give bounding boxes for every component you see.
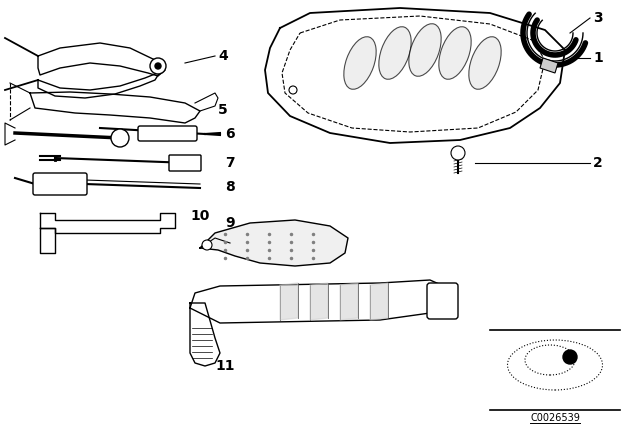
Polygon shape bbox=[524, 37, 534, 41]
Ellipse shape bbox=[469, 37, 501, 89]
Polygon shape bbox=[30, 92, 200, 123]
Polygon shape bbox=[525, 19, 535, 25]
Ellipse shape bbox=[439, 27, 471, 79]
Polygon shape bbox=[190, 303, 220, 366]
Polygon shape bbox=[523, 33, 533, 35]
Text: 3: 3 bbox=[593, 11, 603, 25]
Polygon shape bbox=[541, 53, 548, 63]
Polygon shape bbox=[553, 55, 556, 65]
Polygon shape bbox=[537, 51, 544, 61]
Polygon shape bbox=[540, 52, 546, 62]
Circle shape bbox=[451, 146, 465, 160]
Text: C0026539: C0026539 bbox=[530, 413, 580, 423]
Polygon shape bbox=[566, 51, 574, 60]
Polygon shape bbox=[572, 45, 582, 53]
Polygon shape bbox=[524, 24, 534, 29]
Polygon shape bbox=[570, 48, 579, 57]
Polygon shape bbox=[559, 54, 564, 65]
FancyBboxPatch shape bbox=[427, 283, 458, 319]
Polygon shape bbox=[524, 22, 534, 27]
Polygon shape bbox=[524, 39, 534, 44]
FancyBboxPatch shape bbox=[138, 126, 197, 141]
Polygon shape bbox=[523, 35, 533, 39]
Polygon shape bbox=[568, 49, 576, 59]
Polygon shape bbox=[561, 53, 566, 64]
Polygon shape bbox=[557, 55, 561, 65]
Ellipse shape bbox=[409, 24, 441, 76]
Polygon shape bbox=[340, 283, 358, 320]
Circle shape bbox=[202, 240, 212, 250]
Polygon shape bbox=[573, 43, 583, 51]
Polygon shape bbox=[280, 283, 298, 320]
Polygon shape bbox=[38, 43, 165, 76]
Text: 9: 9 bbox=[225, 216, 235, 230]
Polygon shape bbox=[534, 50, 543, 59]
Polygon shape bbox=[370, 283, 388, 320]
Polygon shape bbox=[523, 14, 586, 65]
Text: 7: 7 bbox=[225, 156, 235, 170]
Circle shape bbox=[289, 86, 297, 94]
Polygon shape bbox=[265, 8, 565, 143]
Polygon shape bbox=[525, 40, 535, 47]
Polygon shape bbox=[200, 220, 348, 266]
Polygon shape bbox=[529, 46, 538, 54]
Circle shape bbox=[150, 58, 166, 74]
Circle shape bbox=[563, 350, 577, 364]
Polygon shape bbox=[527, 44, 537, 52]
Text: 6: 6 bbox=[225, 127, 235, 141]
Circle shape bbox=[111, 129, 129, 147]
Text: 4: 4 bbox=[218, 49, 228, 63]
Polygon shape bbox=[38, 72, 160, 98]
Polygon shape bbox=[532, 49, 541, 58]
Polygon shape bbox=[547, 54, 552, 65]
Polygon shape bbox=[575, 40, 586, 46]
Polygon shape bbox=[556, 55, 558, 65]
Polygon shape bbox=[574, 42, 584, 48]
Text: 2: 2 bbox=[593, 156, 603, 170]
Polygon shape bbox=[526, 17, 536, 23]
Polygon shape bbox=[40, 213, 175, 233]
Polygon shape bbox=[564, 52, 572, 62]
FancyBboxPatch shape bbox=[33, 173, 87, 195]
Polygon shape bbox=[540, 58, 558, 73]
Text: 10: 10 bbox=[190, 209, 210, 223]
Polygon shape bbox=[190, 280, 450, 323]
Text: 8: 8 bbox=[225, 180, 235, 194]
Polygon shape bbox=[550, 55, 554, 65]
Polygon shape bbox=[527, 14, 537, 22]
Ellipse shape bbox=[508, 340, 602, 390]
Text: 1: 1 bbox=[593, 51, 603, 65]
Polygon shape bbox=[523, 30, 533, 33]
Polygon shape bbox=[526, 42, 536, 49]
Ellipse shape bbox=[344, 37, 376, 89]
Polygon shape bbox=[310, 283, 328, 320]
Ellipse shape bbox=[379, 27, 411, 79]
Polygon shape bbox=[563, 53, 569, 63]
Polygon shape bbox=[523, 27, 533, 31]
Ellipse shape bbox=[525, 345, 575, 375]
Polygon shape bbox=[571, 47, 580, 55]
Text: 11: 11 bbox=[215, 359, 234, 373]
Polygon shape bbox=[531, 47, 540, 56]
FancyBboxPatch shape bbox=[169, 155, 201, 171]
Circle shape bbox=[155, 63, 161, 69]
Polygon shape bbox=[545, 54, 550, 64]
Text: 5: 5 bbox=[218, 103, 228, 117]
Polygon shape bbox=[40, 228, 55, 253]
